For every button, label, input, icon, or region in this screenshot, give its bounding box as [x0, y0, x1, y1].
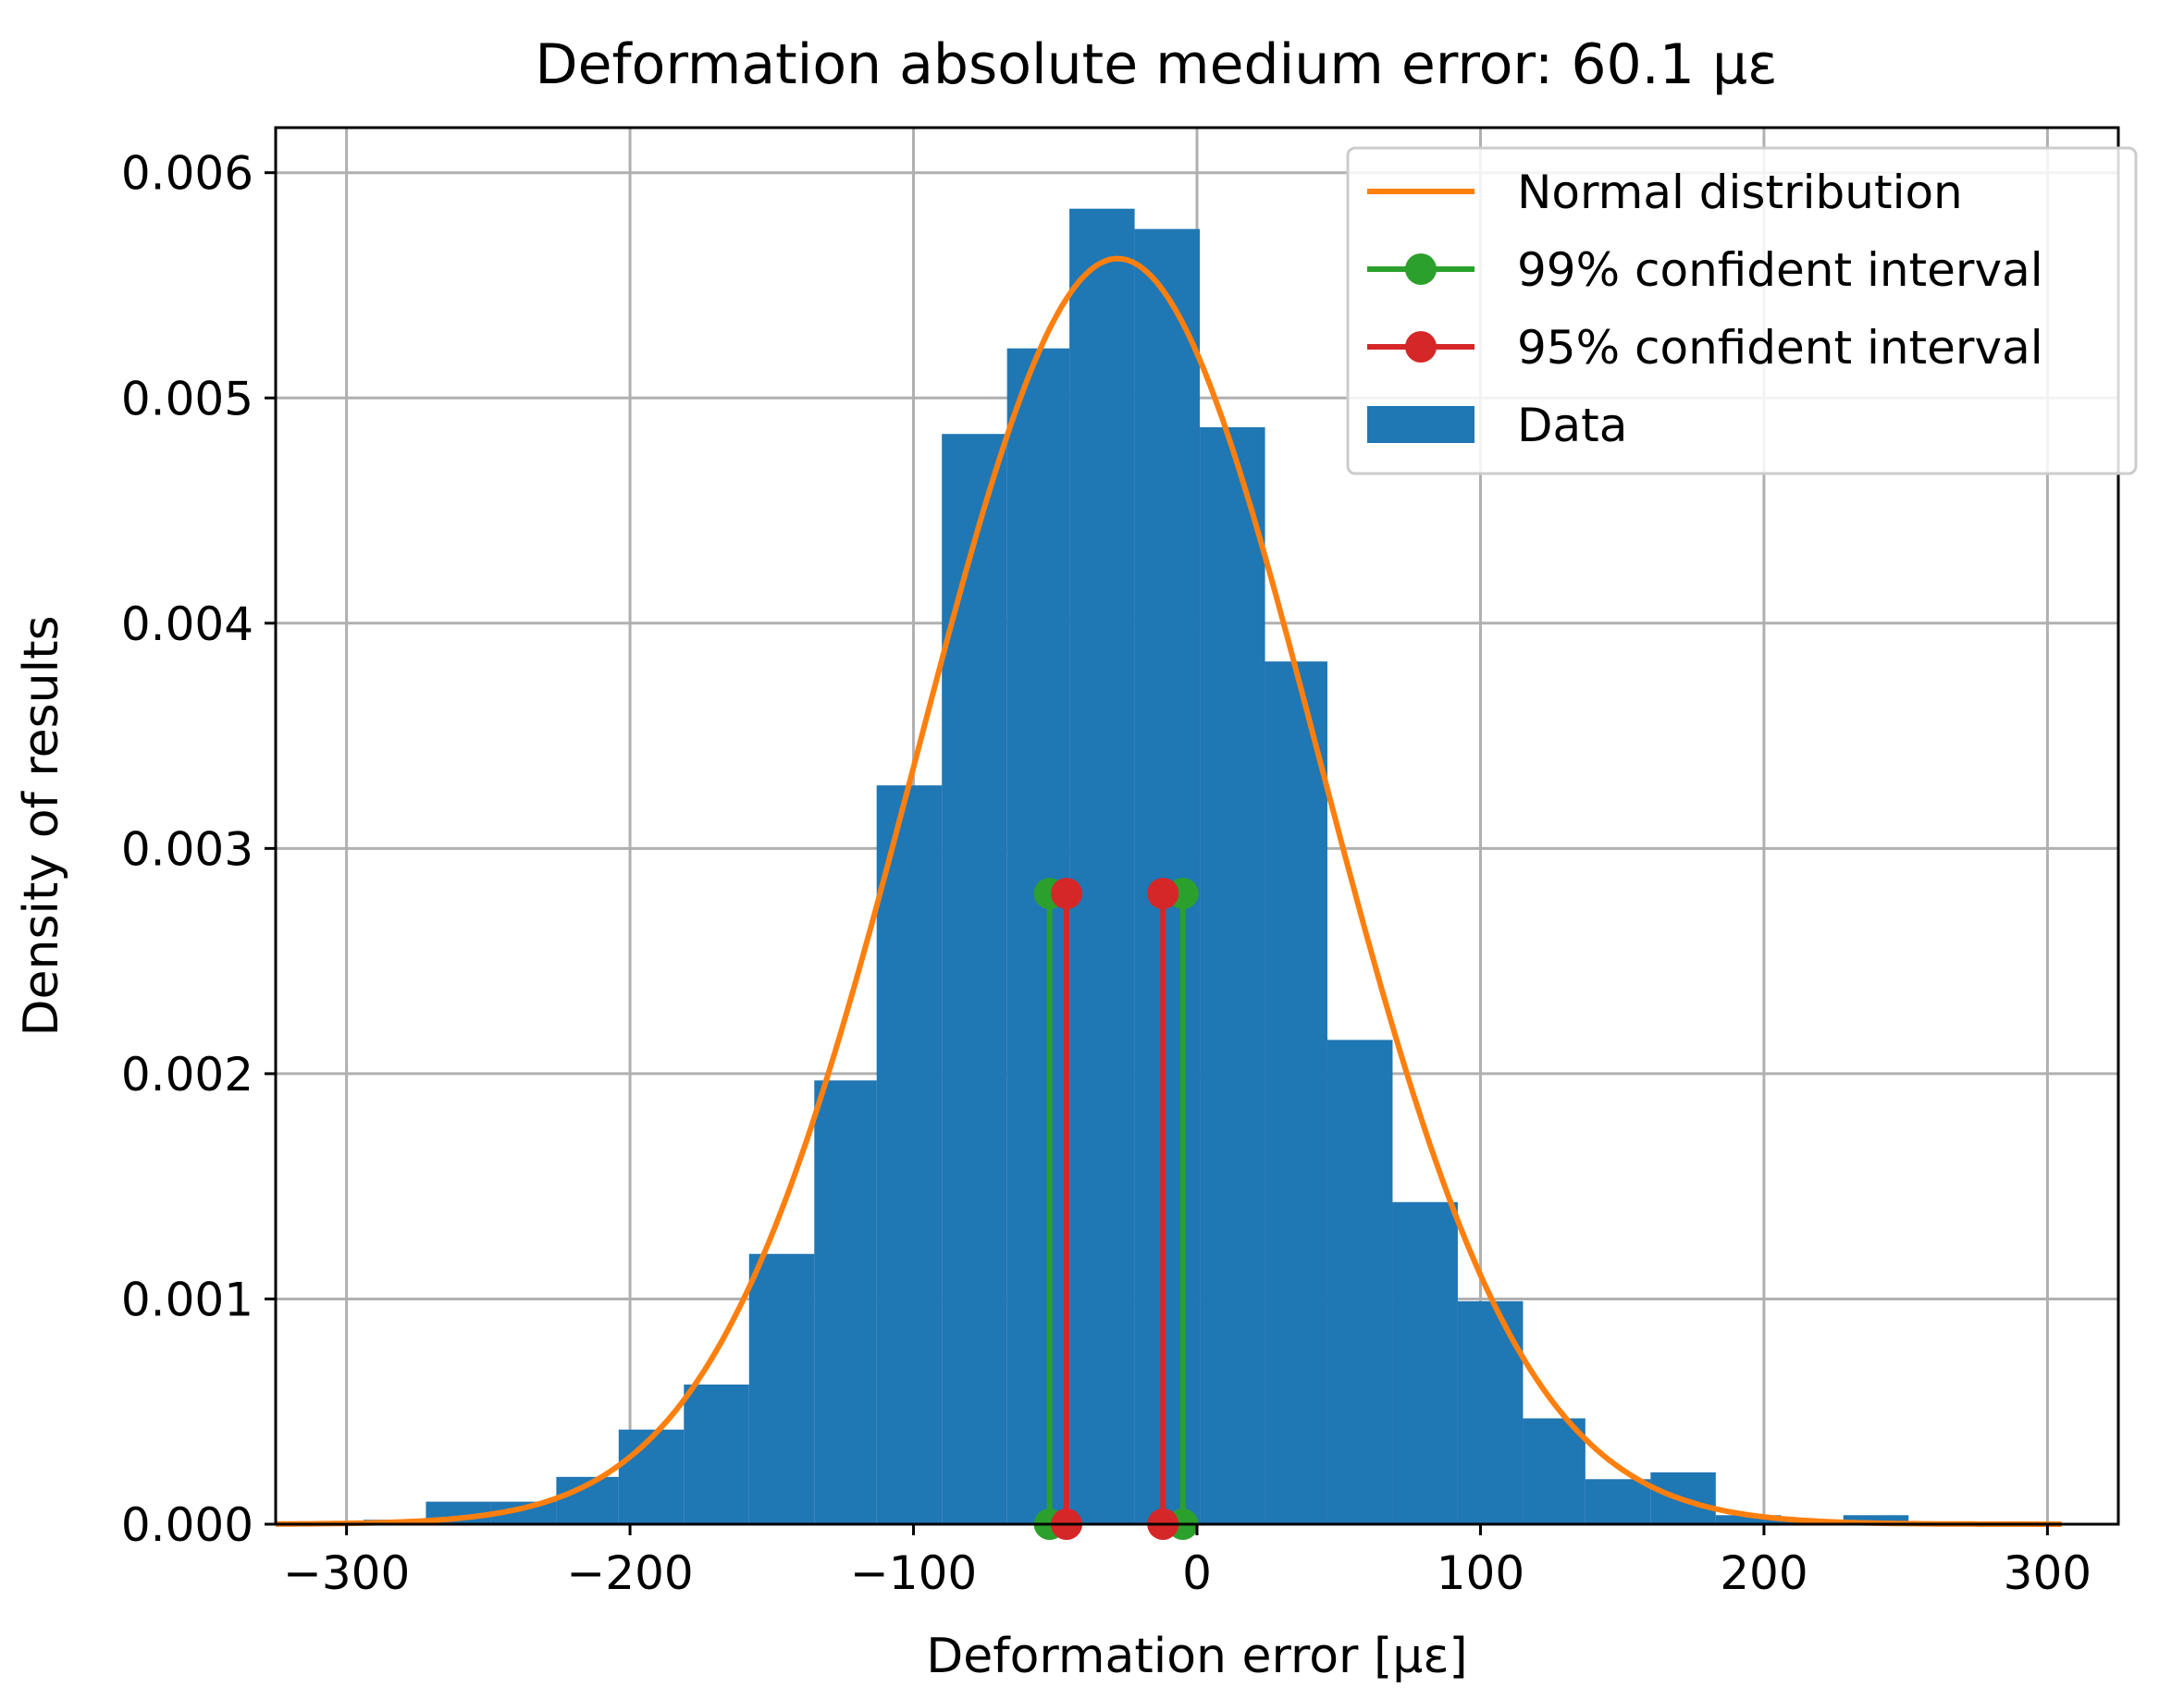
legend-label: Normal distribution [1517, 166, 1963, 219]
legend: Normal distribution 99% confident interva… [1346, 146, 2138, 475]
x-axis-ticks: −300 −200 −100 0 100 200 300 [283, 1524, 2091, 1600]
x-tick-label: −300 [283, 1546, 410, 1600]
x-tick-label: 100 [1437, 1546, 1524, 1600]
legend-marker [1405, 253, 1437, 285]
histogram-bar [618, 1429, 685, 1524]
x-tick-label: −200 [566, 1546, 693, 1600]
interval-marker [1051, 878, 1083, 910]
normal-distribution-curve [276, 255, 2062, 1527]
histogram-bar [942, 434, 1007, 1524]
histogram-bar [1523, 1418, 1586, 1524]
legend-label: 95% confident interval [1517, 321, 2043, 375]
confidence-intervals [1033, 878, 1199, 1540]
histogram-bar [1715, 1515, 1782, 1524]
y-tick-label: 0.003 [121, 822, 253, 876]
x-tick-label: 200 [1720, 1546, 1808, 1600]
y-tick-label: 0.000 [121, 1498, 253, 1552]
y-tick-label: 0.005 [121, 372, 253, 425]
legend-swatch [1367, 406, 1475, 443]
y-tick-label: 0.006 [121, 147, 253, 201]
histogram-bar [748, 1253, 815, 1524]
histogram-bar [814, 1080, 877, 1524]
y-axis-ticks: 0.000 0.001 0.002 0.003 0.004 0.005 0.006 [121, 147, 276, 1552]
histogram-bar [1843, 1515, 1909, 1524]
histogram-bar [1392, 1201, 1458, 1524]
histogram-bar [1006, 348, 1070, 1524]
histogram-bars [364, 208, 1909, 1525]
x-axis-label: Deformation error [με] [926, 1629, 1467, 1684]
chart-title: Deformation absolute medium error: 60.1 … [535, 32, 1777, 97]
histogram-bar [1326, 1040, 1393, 1524]
histogram-bar [1585, 1479, 1651, 1524]
legend-label: Data [1517, 399, 1627, 452]
histogram-bar [1069, 208, 1135, 1525]
interval-marker [1147, 878, 1179, 910]
y-axis-label: Density of results [14, 615, 69, 1036]
legend-box [1346, 146, 2138, 475]
y-tick-label: 0.002 [121, 1048, 253, 1102]
histogram-bar [1457, 1300, 1524, 1524]
x-tick-label: −100 [850, 1546, 977, 1600]
x-tick-label: 0 [1182, 1546, 1212, 1600]
histogram-bar [876, 785, 943, 1524]
histogram-bar [684, 1385, 749, 1524]
histogram-bar [1265, 661, 1327, 1524]
histogram-bar [1134, 228, 1201, 1524]
y-tick-label: 0.004 [121, 597, 253, 651]
x-tick-label: 300 [2004, 1546, 2091, 1600]
legend-marker [1405, 331, 1437, 363]
histogram-bar [1200, 426, 1265, 1525]
y-tick-label: 0.001 [121, 1273, 253, 1326]
legend-label: 99% confident interval [1517, 243, 2043, 297]
